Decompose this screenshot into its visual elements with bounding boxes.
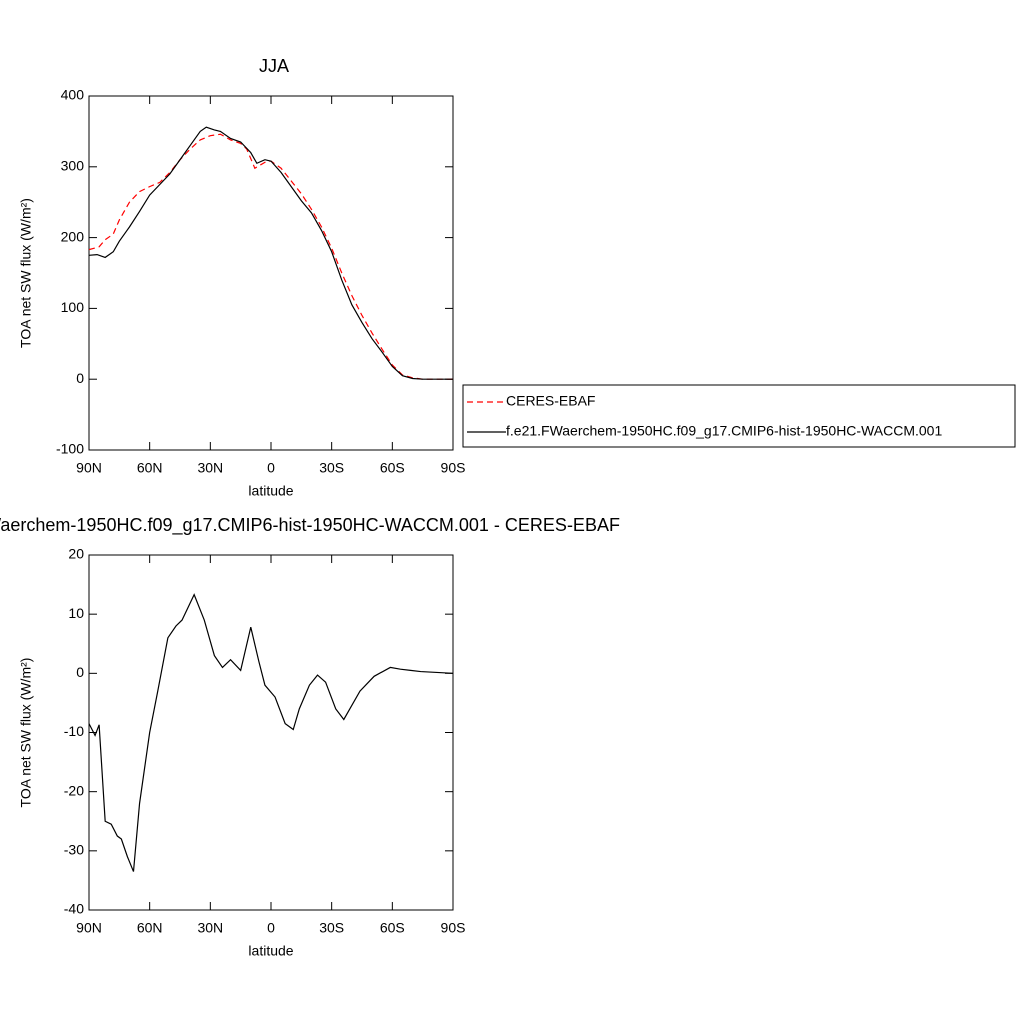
y-tick-label: -40 [64, 901, 84, 917]
x-tick-label: 60N [137, 920, 163, 936]
data-line [88, 126, 453, 380]
y-tick-label: -30 [64, 842, 84, 858]
x-tick-label: 0 [267, 920, 275, 936]
x-tick-label: 60S [380, 920, 405, 936]
y-tick-label: 300 [61, 158, 85, 174]
x-tick-label: 30N [197, 920, 223, 936]
x-tick-label: 0 [267, 460, 275, 476]
x-tick-label: 30S [319, 920, 344, 936]
chart-title: f.e21.FWaerchem-1950HC.f09_g17.CMIP6-his… [0, 515, 620, 536]
y-tick-label: -10 [64, 723, 84, 739]
x-tick-label: 30N [197, 460, 223, 476]
chart-title: JJA [259, 56, 289, 76]
plot-frame [88, 554, 454, 911]
x-tick-label: 30S [319, 460, 344, 476]
x-tick-label: 60N [137, 460, 163, 476]
y-axis-label: TOA net SW flux (W/m²) [18, 658, 34, 808]
y-tick-label: 20 [68, 546, 84, 562]
y-axis-label: TOA net SW flux (W/m²) [18, 198, 34, 348]
data-line [88, 133, 453, 380]
data-line [88, 593, 454, 872]
y-tick-label: 0 [76, 370, 84, 386]
y-tick-label: 400 [61, 87, 85, 103]
legend-label: CERES-EBAF [506, 393, 595, 409]
y-tick-label: 0 [76, 664, 84, 680]
y-tick-label: 100 [61, 299, 85, 315]
y-tick-label: -100 [56, 441, 84, 457]
plot-frame [88, 95, 454, 451]
legend-box [462, 384, 1016, 448]
x-axis-label: latitude [248, 943, 293, 959]
x-tick-label: 90S [441, 920, 466, 936]
x-tick-label: 60S [380, 460, 405, 476]
y-tick-label: 200 [61, 228, 85, 244]
x-tick-label: 90N [76, 460, 102, 476]
x-tick-label: 90S [441, 460, 466, 476]
x-tick-label: 90N [76, 920, 102, 936]
x-axis-label: latitude [248, 483, 293, 499]
y-tick-label: 10 [68, 605, 84, 621]
legend-label: f.e21.FWaerchem-1950HC.f09_g17.CMIP6-his… [506, 423, 942, 439]
y-tick-label: -20 [64, 782, 84, 798]
